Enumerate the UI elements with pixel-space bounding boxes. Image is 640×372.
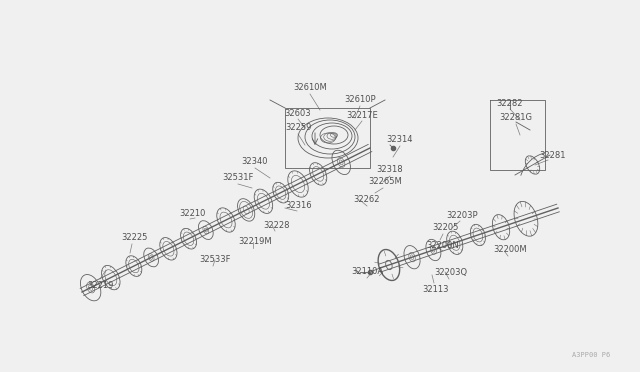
Text: 32281: 32281 <box>540 151 566 160</box>
Text: 32318: 32318 <box>377 166 403 174</box>
Text: 32219M: 32219M <box>238 237 272 247</box>
Text: 32203Q: 32203Q <box>435 269 468 278</box>
Text: 32316: 32316 <box>285 201 312 209</box>
Text: 32531F: 32531F <box>222 173 253 183</box>
Text: 32200N: 32200N <box>427 241 460 250</box>
Text: 32281G: 32281G <box>499 113 532 122</box>
Text: A3PP00 P6: A3PP00 P6 <box>572 352 610 358</box>
Text: 32610P: 32610P <box>344 96 376 105</box>
Text: 32265M: 32265M <box>368 177 402 186</box>
Text: 32533F: 32533F <box>199 256 231 264</box>
Text: 32610M: 32610M <box>293 83 327 93</box>
Text: 32340: 32340 <box>242 157 268 167</box>
Text: 32203P: 32203P <box>446 211 478 219</box>
Text: 32314: 32314 <box>387 135 413 144</box>
Text: 32200M: 32200M <box>493 246 527 254</box>
Text: 32210: 32210 <box>179 208 205 218</box>
Text: 32225: 32225 <box>121 234 147 243</box>
Text: 32603: 32603 <box>285 109 311 118</box>
Text: 32205: 32205 <box>432 224 458 232</box>
Text: 32217E: 32217E <box>346 110 378 119</box>
Text: 32110A: 32110A <box>351 267 383 276</box>
Text: 32219: 32219 <box>87 280 113 289</box>
Text: 32259: 32259 <box>285 124 311 132</box>
Text: 32113: 32113 <box>423 285 449 294</box>
Text: 32282: 32282 <box>497 99 524 108</box>
Text: 32228: 32228 <box>264 221 291 230</box>
Text: 32262: 32262 <box>354 196 380 205</box>
